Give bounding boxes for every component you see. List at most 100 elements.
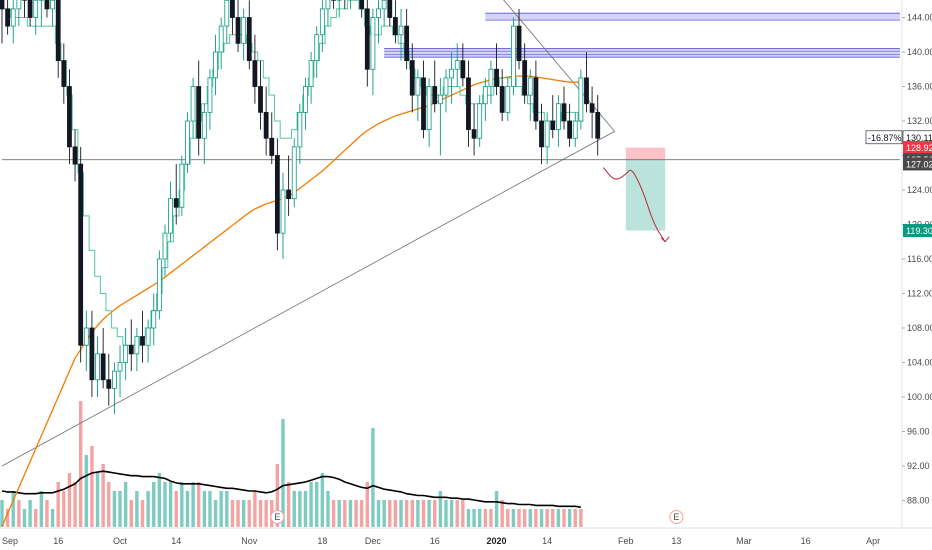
- candle: [10, 0, 16, 44]
- percent-badge-box: [865, 130, 903, 145]
- volume-bar: [365, 482, 369, 527]
- volume-bar: [303, 491, 308, 527]
- volume-bar: [118, 491, 122, 527]
- volume-bar: [511, 509, 516, 527]
- volume-bar: [500, 500, 504, 527]
- time-tick-label: Mar: [736, 536, 752, 546]
- candle: [179, 155, 185, 216]
- candle-body: [67, 86, 72, 148]
- forecast-path: [602, 167, 670, 243]
- price-badge: 119.30: [903, 224, 932, 238]
- candle-body: [539, 120, 544, 148]
- price-badge: 128.92: [903, 141, 932, 155]
- volume-bar: [320, 473, 325, 527]
- volume-bar: [331, 500, 336, 527]
- candle-body: [179, 163, 185, 208]
- volume-bar: [461, 500, 465, 527]
- candle: [404, 8, 410, 70]
- volume-bar: [258, 500, 263, 527]
- volume-bar: [62, 491, 66, 527]
- candle: [443, 69, 449, 113]
- candle: [308, 52, 314, 104]
- candle: [325, 0, 331, 27]
- candle-body: [128, 344, 134, 355]
- time-tick-label: 14: [171, 536, 181, 546]
- volume-bar: [438, 491, 443, 527]
- volume-bar: [135, 491, 139, 527]
- forecast-arrowhead: [660, 236, 670, 243]
- candle-body: [61, 60, 67, 87]
- candle: [235, 0, 241, 52]
- earnings-circle: [669, 510, 684, 524]
- candle: [5, 0, 11, 35]
- candle-body: [235, 17, 241, 44]
- price-tick-label: 100.00: [907, 392, 932, 402]
- candle-body: [381, 0, 387, 10]
- candle: [449, 52, 455, 104]
- candle-body: [443, 77, 449, 96]
- candle: [83, 310, 89, 372]
- percent-badge-label: -16.87%: [868, 133, 902, 143]
- candle-body: [376, 8, 381, 18]
- trendline-rising-support: [1, 130, 615, 467]
- earnings-marker: E: [669, 510, 684, 524]
- earnings-marker: E: [270, 510, 285, 524]
- candle: [466, 60, 471, 147]
- candle-body: [589, 103, 595, 113]
- candle-body: [269, 137, 275, 156]
- volume-bar: [421, 500, 426, 527]
- volume-bar: [112, 491, 117, 527]
- candle: [303, 77, 308, 130]
- price-badge-label: 127.02: [906, 159, 932, 169]
- candle-body: [409, 60, 415, 96]
- volume-bar: [264, 500, 268, 527]
- candles: [0, 0, 601, 415]
- candle: [162, 224, 168, 277]
- price-tick-label: 104.00: [907, 358, 932, 368]
- candle-body: [72, 146, 78, 165]
- price-badge-box: [903, 141, 932, 155]
- candle-body: [207, 77, 213, 113]
- candle-body: [303, 86, 308, 113]
- volume-bar: [39, 491, 44, 527]
- volume-bar: [404, 500, 409, 527]
- candle-body: [112, 370, 117, 389]
- volume-bar: [506, 509, 510, 527]
- candle: [134, 328, 140, 372]
- volume-bar: [275, 464, 280, 527]
- time-axis: Sep 16 Oct 14 Nov 18 Dec 16 2020 14 Feb 13 Mar 16 Apr E…: [0, 510, 932, 546]
- candle: [454, 43, 460, 87]
- volume-bar: [253, 491, 257, 527]
- volume-bar: [382, 500, 386, 527]
- candle: [370, 8, 376, 96]
- volume-bar: [348, 500, 353, 527]
- candle: [173, 164, 179, 225]
- candle: [359, 0, 365, 18]
- candle-body: [33, 0, 39, 18]
- candle: [218, 17, 224, 70]
- volume-bar: [241, 500, 246, 527]
- candle: [336, 0, 342, 18]
- time-tick-label: 13: [671, 536, 681, 546]
- candle-body: [246, 17, 252, 62]
- volume-bar: [17, 500, 21, 527]
- candle-body: [218, 25, 224, 53]
- price-tick-label: 112.00: [907, 289, 932, 299]
- candle: [61, 43, 67, 104]
- volume-bar: [455, 500, 459, 527]
- position-stop-zone: [625, 147, 666, 160]
- candle: [263, 86, 269, 156]
- candle-body: [533, 77, 539, 122]
- candle-body: [555, 103, 561, 131]
- candle: [196, 60, 202, 156]
- volume-bar: [191, 482, 195, 527]
- candle: [38, 0, 44, 27]
- volume-bar: [180, 482, 184, 527]
- volume-bar: [410, 500, 414, 527]
- price-tick-label: 132.00: [907, 116, 932, 126]
- candle: [511, 17, 516, 96]
- candle-body: [527, 77, 533, 96]
- volume-bar: [449, 500, 454, 527]
- volume-bar: [0, 500, 4, 527]
